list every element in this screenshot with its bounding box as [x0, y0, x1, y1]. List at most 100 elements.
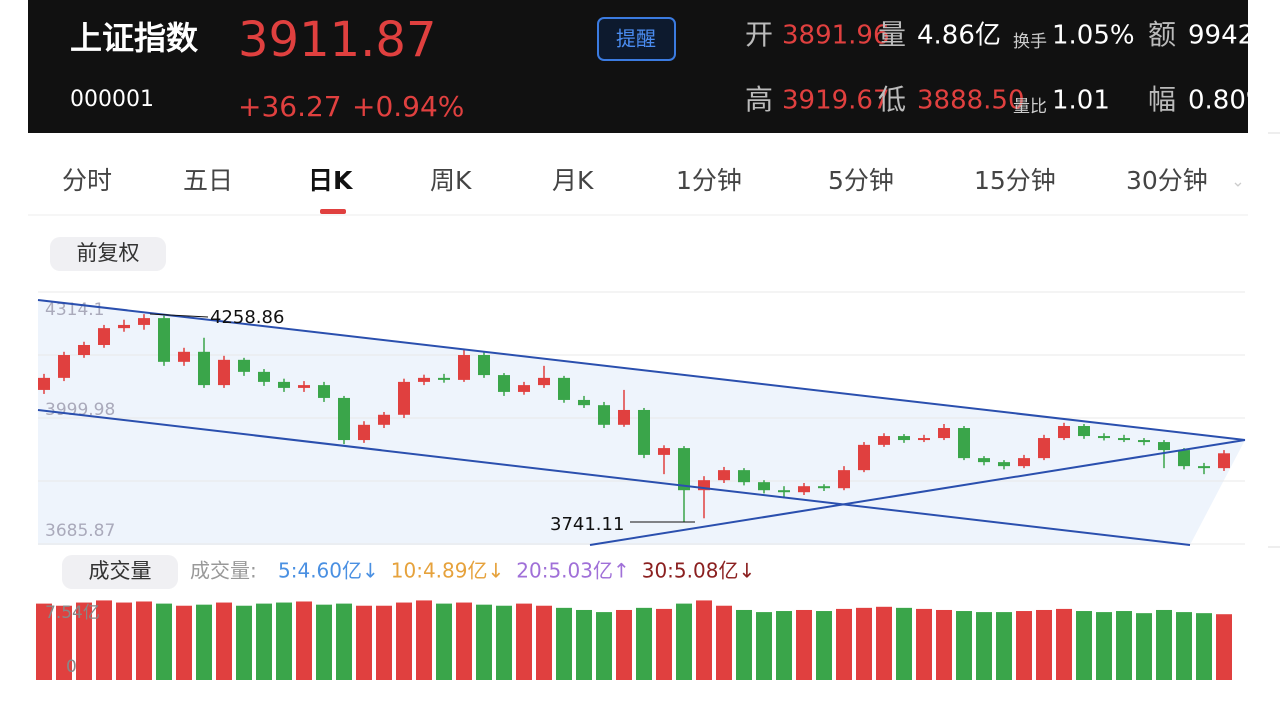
- candle-body: [338, 397, 350, 441]
- volume-bar: [716, 605, 732, 680]
- candle-body: [278, 381, 290, 388]
- tab[interactable]: 分时: [62, 166, 112, 195]
- volume-bar: [396, 602, 412, 680]
- volume-bar: [376, 605, 392, 680]
- volume-bar: [976, 612, 992, 680]
- stat-label: 高: [745, 83, 773, 116]
- candle-body: [58, 355, 70, 378]
- candle-body: [1218, 453, 1230, 469]
- adjust-label[interactable]: 前复权: [77, 241, 140, 265]
- volume-bar: [836, 608, 852, 680]
- volume-bar: [196, 604, 212, 680]
- candle-body: [638, 409, 650, 455]
- volume-bar: [456, 602, 472, 680]
- stat-label: 量: [878, 18, 906, 51]
- volume-bar: [656, 608, 672, 680]
- tab[interactable]: 日K: [308, 166, 354, 195]
- index-name: 上证指数: [70, 19, 199, 57]
- volume-bar: [956, 611, 972, 680]
- stat-value: 1.05%: [1052, 21, 1135, 51]
- candle-body: [1158, 442, 1170, 451]
- change: +36.27: [238, 90, 342, 123]
- tab[interactable]: 月K: [552, 166, 594, 195]
- candle-body: [578, 399, 590, 406]
- candle-body: [238, 359, 250, 372]
- volume-bar: [176, 605, 192, 680]
- stat-label: 开: [745, 18, 773, 51]
- candle-body: [718, 470, 730, 481]
- volume-bar: [876, 606, 892, 680]
- volume-button[interactable]: [62, 555, 178, 589]
- chevron[interactable]: ⌄: [1231, 172, 1244, 191]
- volume-bar: [676, 603, 692, 680]
- candle-body: [618, 409, 630, 425]
- max-label: 4258.86: [210, 307, 284, 328]
- volume-bar: [1216, 614, 1232, 680]
- candle-body: [858, 444, 870, 471]
- volume-bar: [1196, 613, 1212, 680]
- alert-label[interactable]: 提醒: [616, 27, 656, 51]
- volume-bar: [596, 612, 612, 680]
- candle-body: [738, 470, 750, 483]
- candle-body: [658, 448, 670, 455]
- stat-value: 9942: [1188, 21, 1254, 51]
- tab[interactable]: 5分钟: [828, 166, 894, 195]
- stat-value: 1.01: [1052, 86, 1110, 116]
- candle-body: [978, 458, 990, 463]
- tab[interactable]: 1分钟: [676, 166, 742, 195]
- min-label: 3741.11: [550, 514, 624, 535]
- candle-body: [298, 385, 310, 388]
- candle-body: [1198, 466, 1210, 469]
- candle-body: [1118, 438, 1130, 441]
- candle-body: [1058, 426, 1070, 439]
- candle-body: [538, 377, 550, 386]
- stat-label: 换手: [1013, 32, 1047, 52]
- volume-bar: [1136, 613, 1152, 680]
- volume-bar: [1036, 609, 1052, 680]
- candle-body: [1098, 436, 1110, 439]
- volume-bar: [256, 603, 272, 680]
- tab[interactable]: 五日: [183, 166, 233, 195]
- volume-bar: [76, 602, 92, 680]
- tab[interactable]: 15分钟: [974, 166, 1056, 195]
- candle-body: [998, 462, 1010, 467]
- volume-bar: [636, 607, 652, 680]
- candle-body: [378, 414, 390, 425]
- candle-body: [78, 344, 90, 356]
- volume-bar: [1056, 608, 1072, 680]
- tab[interactable]: 30分钟: [1126, 166, 1208, 195]
- volume-bar: [1156, 609, 1172, 680]
- candle-body: [1018, 458, 1030, 467]
- candle-body: [558, 377, 570, 400]
- candle-body: [438, 377, 450, 380]
- volume-bar: [516, 603, 532, 680]
- alert-button[interactable]: [597, 17, 676, 61]
- volume-bar: [296, 601, 312, 680]
- candle-body: [778, 490, 790, 493]
- volume-bar: [556, 607, 572, 680]
- volume-bar: [1076, 611, 1092, 680]
- candle-body: [198, 351, 210, 386]
- volume-bar: [496, 605, 512, 680]
- trend-line: [589, 439, 1246, 546]
- stat-value: 4.86亿: [917, 21, 1001, 51]
- volume-bar: [356, 605, 372, 680]
- candle-body: [118, 324, 130, 329]
- adjust-button[interactable]: [50, 237, 166, 271]
- volume-bar: [416, 600, 432, 680]
- volume-bar: [156, 603, 172, 680]
- volume-bar: [436, 603, 452, 680]
- index-code: 000001: [70, 87, 154, 112]
- stat-label: 额: [1148, 18, 1176, 51]
- candle-body: [458, 355, 470, 380]
- volume-bar: [276, 602, 292, 680]
- volume-bar: [216, 602, 232, 680]
- volume-bar: [1016, 611, 1032, 680]
- volume-title[interactable]: 成交量: [89, 559, 152, 583]
- volume-bar: [776, 611, 792, 680]
- tab[interactable]: 周K: [430, 166, 472, 195]
- volume-tick-label: 0: [66, 657, 77, 677]
- candle-body: [698, 480, 710, 491]
- leader-line: [149, 313, 209, 318]
